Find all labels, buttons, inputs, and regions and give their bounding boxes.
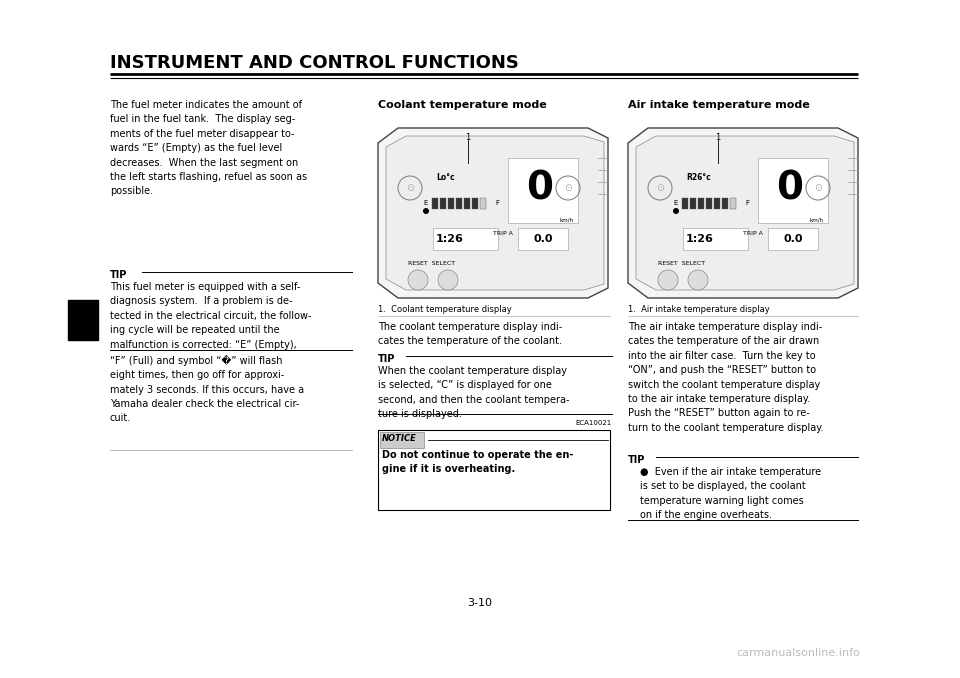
Text: TIP: TIP — [110, 270, 128, 280]
Text: ECA10021: ECA10021 — [576, 420, 612, 426]
Text: R26°c: R26°c — [686, 173, 710, 182]
Bar — [480, 198, 486, 209]
Text: 3-10: 3-10 — [468, 598, 492, 608]
Text: ●  Even if the air intake temperature
is set to be displayed, the coolant
temper: ● Even if the air intake temperature is … — [640, 467, 821, 520]
Bar — [508, 158, 578, 223]
Bar — [706, 198, 712, 209]
Text: 0.0: 0.0 — [783, 234, 803, 244]
Text: carmanualsonline.info: carmanualsonline.info — [736, 648, 860, 658]
Bar — [698, 198, 704, 209]
Text: RESET  SELECT: RESET SELECT — [658, 261, 706, 266]
Text: The air intake temperature display indi-
cates the temperature of the air drawn
: The air intake temperature display indi-… — [628, 322, 824, 433]
Text: RESET  SELECT: RESET SELECT — [408, 261, 455, 266]
Polygon shape — [386, 136, 604, 290]
Text: When the coolant temperature display
is selected, “C” is displayed for one
secon: When the coolant temperature display is … — [378, 366, 569, 419]
Circle shape — [438, 270, 458, 290]
Text: Do not continue to operate the en-
gine if it is overheating.: Do not continue to operate the en- gine … — [382, 450, 573, 475]
Bar — [433, 228, 498, 250]
Text: 1: 1 — [715, 133, 721, 142]
Text: 0: 0 — [526, 169, 554, 207]
Bar — [456, 198, 462, 209]
Circle shape — [408, 270, 428, 290]
Text: 1:26: 1:26 — [436, 234, 464, 244]
Text: 0.0: 0.0 — [533, 234, 553, 244]
Text: km/h: km/h — [560, 218, 574, 223]
Bar — [380, 432, 424, 448]
Bar — [690, 198, 696, 209]
Circle shape — [673, 208, 679, 214]
Text: TRIP A: TRIP A — [743, 231, 763, 236]
Bar — [730, 198, 736, 209]
Text: 1:26: 1:26 — [686, 234, 714, 244]
Text: TRIP A: TRIP A — [493, 231, 513, 236]
Bar — [682, 198, 688, 209]
Bar — [472, 198, 478, 209]
Bar — [448, 198, 454, 209]
Text: Coolant temperature mode: Coolant temperature mode — [378, 100, 547, 110]
Text: ⊙: ⊙ — [814, 183, 822, 193]
Bar — [432, 198, 438, 209]
Text: Air intake temperature mode: Air intake temperature mode — [628, 100, 809, 110]
Text: 1.  Air intake temperature display: 1. Air intake temperature display — [628, 305, 770, 314]
Text: This fuel meter is equipped with a self-
diagnosis system.  If a problem is de-
: This fuel meter is equipped with a self-… — [110, 282, 311, 423]
Text: INSTRUMENT AND CONTROL FUNCTIONS: INSTRUMENT AND CONTROL FUNCTIONS — [110, 54, 518, 72]
Bar — [714, 198, 720, 209]
Bar — [464, 198, 470, 209]
Polygon shape — [628, 128, 858, 298]
Text: ⊙: ⊙ — [656, 183, 664, 193]
Text: E: E — [423, 200, 427, 206]
Bar — [518, 228, 568, 250]
Circle shape — [423, 208, 429, 214]
Text: NOTICE: NOTICE — [382, 434, 417, 443]
Polygon shape — [378, 128, 608, 298]
Text: The coolant temperature display indi-
cates the temperature of the coolant.: The coolant temperature display indi- ca… — [378, 322, 563, 346]
Text: Lo°c: Lo°c — [436, 173, 455, 182]
Bar — [440, 198, 446, 209]
Circle shape — [658, 270, 678, 290]
Text: km/h: km/h — [810, 218, 824, 223]
Text: ⊙: ⊙ — [406, 183, 414, 193]
Text: 1: 1 — [466, 133, 470, 142]
Bar — [768, 228, 818, 250]
Bar — [758, 158, 828, 223]
Text: TIP: TIP — [628, 455, 645, 465]
Text: F: F — [495, 200, 499, 206]
Text: F: F — [745, 200, 749, 206]
Text: 3: 3 — [79, 311, 87, 325]
Text: 0: 0 — [777, 169, 804, 207]
Text: 1.  Coolant temperature display: 1. Coolant temperature display — [378, 305, 512, 314]
Text: ⊙: ⊙ — [564, 183, 572, 193]
Bar — [722, 198, 728, 209]
Circle shape — [688, 270, 708, 290]
Bar — [68, 300, 98, 340]
Text: TIP: TIP — [378, 354, 396, 364]
Bar — [683, 228, 748, 250]
Text: The fuel meter indicates the amount of
fuel in the fuel tank.  The display seg-
: The fuel meter indicates the amount of f… — [110, 100, 307, 197]
Polygon shape — [636, 136, 854, 290]
Text: E: E — [673, 200, 678, 206]
Bar — [378, 430, 610, 510]
